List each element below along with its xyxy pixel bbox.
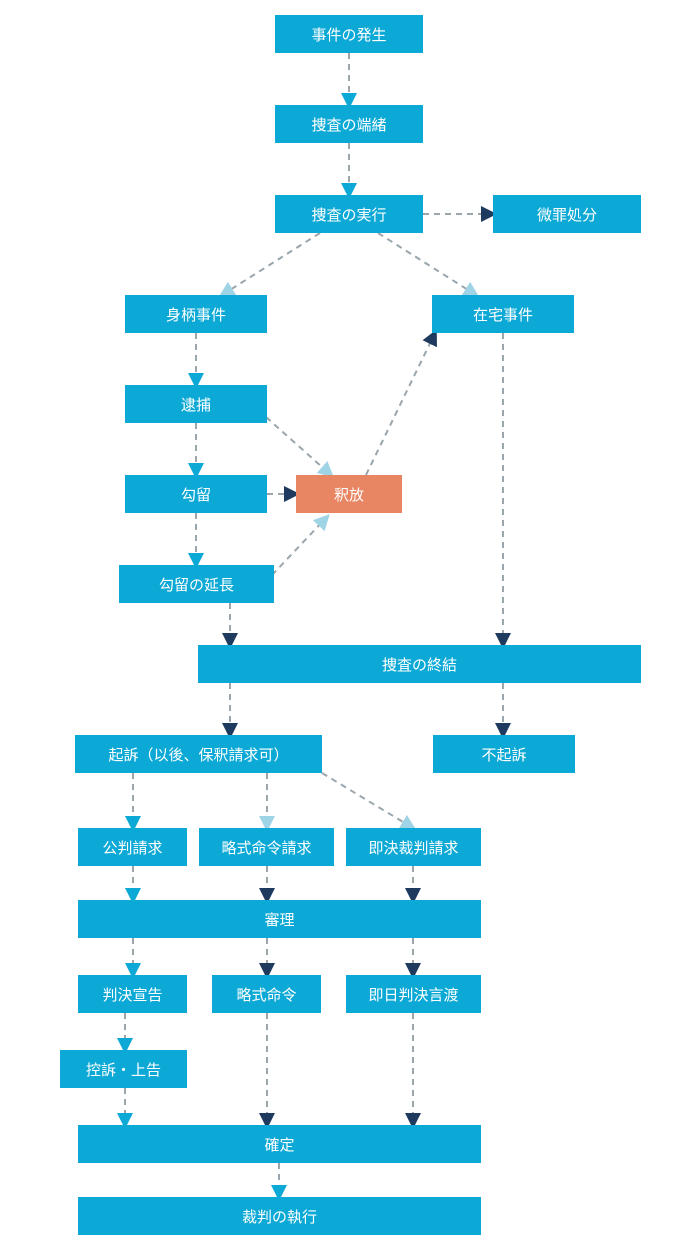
flow-edge [222,233,320,295]
flow-node-n23: 裁判の執行 [78,1197,481,1235]
flow-node-n2: 捜査の端緒 [275,105,423,143]
flow-node-n1: 事件の発生 [275,15,423,53]
flow-node-n18: 判決宣告 [78,975,187,1013]
flow-node-n21: 控訴・上告 [60,1050,187,1088]
flow-edge [266,417,331,475]
flow-node-n14: 公判請求 [78,828,187,866]
flow-edge [366,333,435,475]
flow-node-n13: 不起訴 [433,735,575,773]
flow-node-n4: 微罪処分 [493,195,641,233]
flow-edge [322,773,413,828]
flow-node-n17: 審理 [78,900,481,938]
flow-node-n3: 捜査の実行 [275,195,423,233]
flow-node-n6: 在宅事件 [432,295,574,333]
flow-node-n19: 略式命令 [212,975,321,1013]
flow-node-n16: 即決裁判請求 [346,828,481,866]
flow-node-n5: 身柄事件 [125,295,267,333]
flow-node-n11: 捜査の終結 [198,645,641,683]
flow-node-n10: 勾留の延長 [119,565,274,603]
flow-node-n22: 確定 [78,1125,481,1163]
flow-node-n8: 勾留 [125,475,267,513]
flow-node-n7: 逮捕 [125,385,267,423]
flow-node-n20: 即日判決言渡 [346,975,481,1013]
flow-node-n12: 起訴（以後、保釈請求可） [75,735,322,773]
flow-node-n15: 略式命令請求 [199,828,334,866]
flow-edge [378,233,476,295]
flow-edge [272,517,327,575]
flow-node-n9: 釈放 [296,475,402,513]
